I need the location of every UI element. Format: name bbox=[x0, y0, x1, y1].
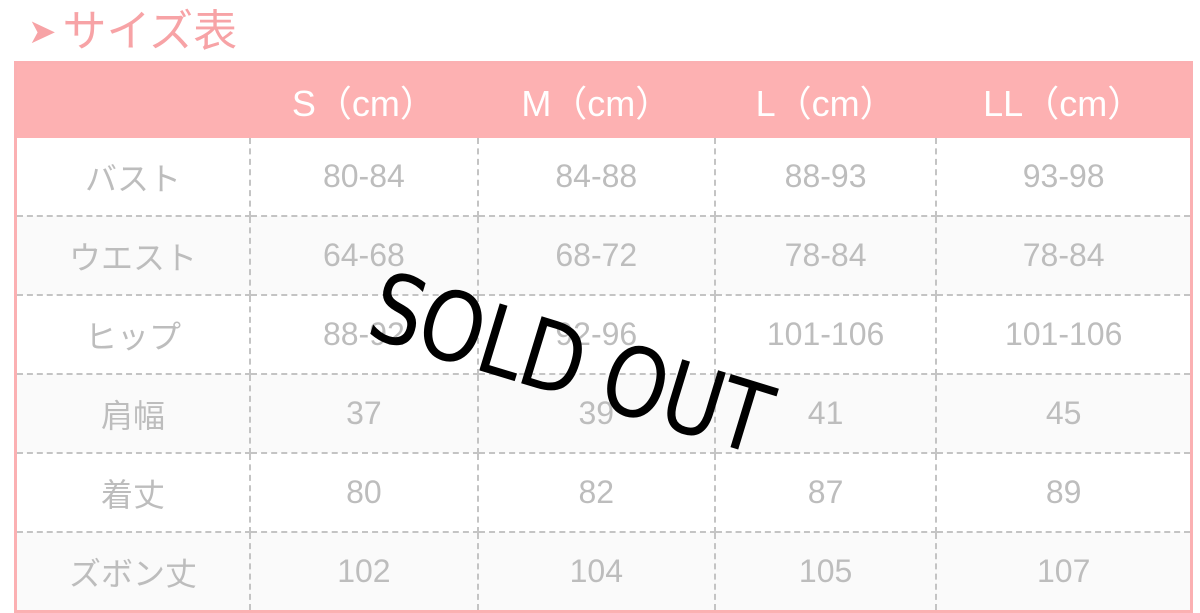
column-header: S（cm） bbox=[250, 62, 478, 138]
row-label: ウエスト bbox=[15, 215, 251, 296]
column-header: M（cm） bbox=[477, 62, 715, 138]
table-cell: 87 bbox=[713, 452, 938, 533]
table-cell: 68-72 bbox=[476, 215, 716, 296]
table-row: ウエスト 64-68 68-72 78-84 78-84 bbox=[15, 215, 1192, 296]
table-cell: 101-106 bbox=[935, 294, 1192, 375]
row-label: ズボン丈 bbox=[15, 531, 251, 612]
table-cell: 80 bbox=[249, 452, 479, 533]
table-cell: 105 bbox=[713, 531, 938, 612]
row-label: ヒップ bbox=[15, 294, 251, 375]
table-cell: 37 bbox=[249, 373, 479, 454]
table-cell: 92-96 bbox=[476, 294, 716, 375]
row-label: 着丈 bbox=[15, 452, 251, 533]
table-cell: 64-68 bbox=[249, 215, 479, 296]
table-cell: 93-98 bbox=[935, 138, 1192, 217]
table-row: 肩幅 37 39 41 45 bbox=[15, 373, 1192, 454]
table-cell: 89 bbox=[935, 452, 1192, 533]
table-cell: 78-84 bbox=[935, 215, 1192, 296]
page-title: ➤ サイズ表 bbox=[28, 4, 237, 60]
table-cell: 82 bbox=[476, 452, 716, 533]
table-cell: 45 bbox=[935, 373, 1192, 454]
table-cell: 41 bbox=[713, 373, 938, 454]
table-cell: 88-92 bbox=[249, 294, 479, 375]
column-header: L（cm） bbox=[714, 62, 937, 138]
title-text: サイズ表 bbox=[62, 6, 238, 57]
column-header bbox=[15, 62, 250, 138]
table-row: バスト 80-84 84-88 88-93 93-98 bbox=[15, 138, 1192, 217]
table-cell: 39 bbox=[476, 373, 716, 454]
table-row: ズボン丈 102 104 105 107 bbox=[15, 531, 1192, 612]
column-header: LL（cm） bbox=[936, 62, 1192, 138]
row-label: バスト bbox=[15, 138, 251, 217]
table-cell: 104 bbox=[476, 531, 716, 612]
size-table: S（cm） M（cm） L（cm） LL（cm） バスト 80-84 84-88 88-93… bbox=[14, 61, 1193, 613]
table-row: 着丈 80 82 87 89 bbox=[15, 452, 1192, 533]
table-row: ヒップ 88-92 92-96 101-106 101-106 bbox=[15, 294, 1192, 375]
table-cell: 107 bbox=[935, 531, 1192, 612]
table-cell: 78-84 bbox=[713, 215, 938, 296]
table-cell: 84-88 bbox=[476, 138, 716, 217]
table-cell: 80-84 bbox=[249, 138, 479, 217]
table-cell: 102 bbox=[249, 531, 479, 612]
table-cell: 101-106 bbox=[713, 294, 938, 375]
table-cell: 88-93 bbox=[713, 138, 938, 217]
row-label: 肩幅 bbox=[15, 373, 251, 454]
arrow-right-icon: ➤ bbox=[28, 12, 57, 52]
